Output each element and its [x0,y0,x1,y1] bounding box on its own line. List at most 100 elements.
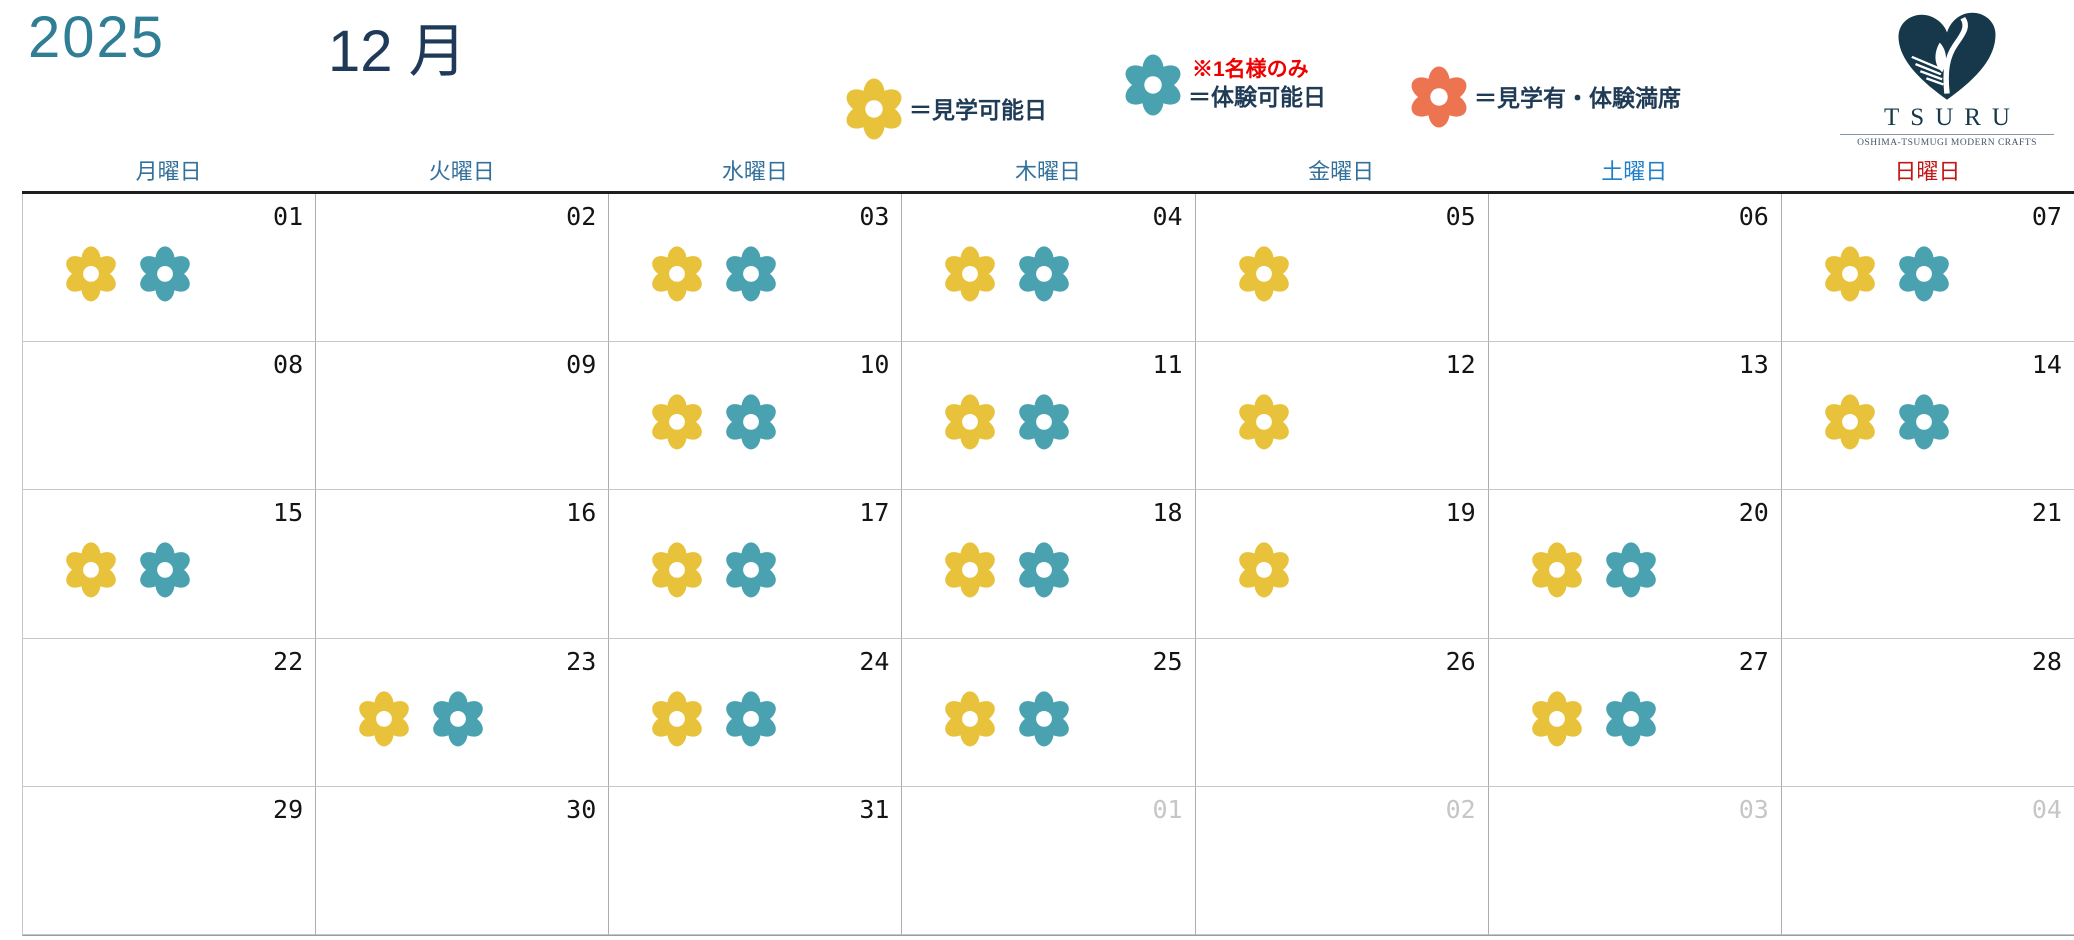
taiken-flower-icon [1602,540,1659,598]
day-number: 25 [1152,646,1183,676]
day-number: 01 [273,202,304,231]
tsuru-logo: TSURU OSHIMA-TSUMUGI MODERN CRAFTS [1838,6,2056,148]
cell-flowers [1235,244,1292,302]
legend-item-manseki: ＝見学有・体験満席 [1408,64,1681,128]
day-number: 21 [2031,498,2062,528]
calendar-cell-08: 08 [23,342,317,491]
day-number: 12 [1445,350,1476,380]
kengaku-flower-icon [649,689,706,747]
day-number: 13 [1738,350,1769,380]
calendar-cell-next-month-02: 02 [1195,786,1489,935]
taiken-flower-icon [1895,392,1952,450]
header-divider-line [22,191,2074,194]
legend-item-taiken: ※1名様のみ ＝体験可能日 [1122,52,1326,116]
calendar-cell-07: 07 [1781,194,2074,343]
calendar-cell-23: 23 [316,638,610,787]
day-number: 02 [1445,794,1476,824]
kengaku-flower-icon [63,540,119,598]
day-number: 03 [859,202,890,231]
legend-label-manseki: ＝見学有・体験満席 [1474,85,1681,111]
taiken-flower-icon [723,244,780,302]
weekday-header-sunday: 日曜日 [1894,159,1961,184]
day-number: 18 [1152,498,1183,528]
weekday-header-weekday: 木曜日 [1014,159,1081,184]
cell-flowers [1528,540,1659,598]
legend-item-kengaku: ＝見学可能日 [843,76,1047,140]
kengaku-flower-icon [843,76,905,140]
calendar-cell-24: 24 [609,638,903,787]
day-number: 26 [1445,646,1476,676]
calendar-cell-04: 04 [902,194,1196,343]
calendar-cell-30: 30 [316,786,610,935]
calendar-cell-28: 28 [1781,638,2074,787]
tsuru-heart-crane-icon [1898,12,1996,100]
day-number: 14 [2031,350,2062,380]
cell-flowers [942,392,1073,450]
title-month: 12 月 [328,19,467,84]
day-number: 24 [859,646,890,676]
calendar-cell-22: 22 [23,638,317,787]
kengaku-flower-icon [942,392,999,450]
kengaku-flower-icon [1821,244,1878,302]
kengaku-flower-icon [63,244,119,302]
calendar-cell-01: 01 [23,194,317,343]
cell-flowers [649,689,780,747]
calendar-cell-29: 29 [23,786,317,935]
kengaku-flower-icon [942,244,999,302]
taiken-flower-icon [137,540,193,598]
kengaku-flower-icon [1528,689,1585,747]
taiken-flower-icon [723,392,780,450]
day-number: 19 [1445,498,1476,528]
weekday-header-weekday: 金曜日 [1308,159,1375,184]
day-number: 03 [1738,794,1769,824]
kengaku-flower-icon [649,392,706,450]
calendar-cell-10: 10 [609,342,903,491]
day-number: 04 [2031,794,2062,824]
calendar-cell-12: 12 [1195,342,1489,491]
calendar-cell-next-month-03: 03 [1488,786,1782,935]
cell-flowers [1821,392,1952,450]
taiken-flower-icon [1016,392,1073,450]
day-number: 06 [1738,202,1769,231]
kengaku-flower-icon [942,689,999,747]
day-number: 04 [1152,202,1183,231]
calendar-cell-14: 14 [1781,342,2074,491]
day-number: 28 [2031,646,2062,676]
taiken-flower-icon [1016,244,1073,302]
kengaku-flower-icon [649,244,706,302]
kengaku-flower-icon [1235,392,1292,450]
weekday-header-saturday: 土曜日 [1601,159,1668,184]
day-number: 01 [1152,794,1183,824]
calendar-cell-next-month-04: 04 [1781,786,2074,935]
legend-label-kengaku: ＝見学可能日 [909,97,1047,123]
cell-flowers [649,540,780,598]
day-number: 29 [273,794,304,824]
calendar-cell-26: 26 [1195,638,1489,787]
day-number: 30 [566,794,597,824]
logo-subtitle: OSHIMA-TSUMUGI MODERN CRAFTS [1857,138,2037,148]
taiken-flower-icon [723,689,780,747]
calendar-cell-25: 25 [902,638,1196,787]
legend-label-taiken: ＝体験可能日 [1188,83,1326,110]
calendar-cell-02: 02 [316,194,610,343]
weekday-header-weekday: 月曜日 [135,159,202,184]
kengaku-flower-icon [1235,540,1292,598]
taiken-flower-icon [1602,689,1659,747]
calendar-cell-03: 03 [609,194,903,343]
taiken-flower-icon [723,540,780,598]
taiken-flower-icon [1016,689,1073,747]
day-number: 20 [1738,498,1769,528]
calendar-cell-20: 20 [1488,490,1782,639]
weekday-header-row: 月曜日 火曜日 水曜日 木曜日 金曜日 土曜日 日曜日 [22,154,2074,186]
calendar-cell-19: 19 [1195,490,1489,639]
kengaku-flower-icon [1528,540,1585,598]
day-number: 23 [566,646,597,676]
title-year: 2025 [28,5,166,70]
cell-flowers [649,244,780,302]
taiken-flower-icon [1122,52,1184,116]
day-number: 31 [859,794,890,824]
cell-flowers [63,244,193,302]
logo-divider [1840,134,2054,135]
cell-flowers [1235,540,1292,598]
day-number: 11 [1152,350,1183,380]
